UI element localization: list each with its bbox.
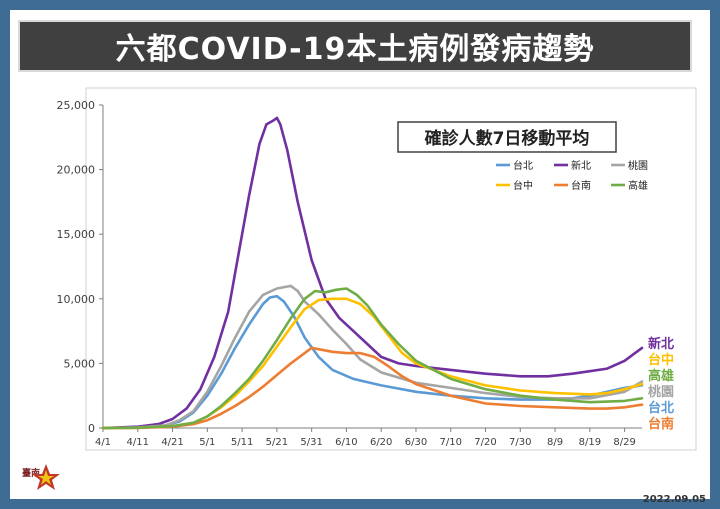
x-tick-label: 5/11 [231,437,253,448]
slide-card [10,10,710,499]
x-tick-label: 5/21 [266,437,288,448]
y-tick-label: 5,000 [64,357,96,370]
legend-label: 台南 [571,179,591,192]
series-line-桃園 [101,284,644,430]
y-tick-label: 15,000 [57,228,96,241]
tainan-logo: 臺南 [22,464,60,490]
end-label: 台北 [648,400,674,416]
x-tick-label: 7/20 [474,437,496,448]
chart-title: 確診人數7日移動平均 [425,128,590,149]
x-tick-label: 7/30 [509,437,531,448]
axes-group: 0 5,000 10,000 15,000 20,000 25,000 4/1 4/11 4/2… [57,99,642,448]
x-tick-label: 5/31 [300,437,322,448]
legend-label: 新北 [571,159,591,172]
x-tick-label: 4/1 [95,437,111,448]
x-tick-label: 6/10 [335,437,357,448]
date-stamp: 2022.09.05 [642,494,706,505]
x-tick-label: 6/20 [370,437,392,448]
legend-label: 桃園 [628,159,648,172]
series-line-新北 [101,116,644,430]
x-tick-label: 8/29 [613,437,635,448]
chart-title-frame [397,121,617,153]
y-tick-label: 0 [88,422,95,435]
x-tick-label: 4/21 [161,437,183,448]
x-tick-label: 6/30 [405,437,427,448]
x-tick-label: 7/10 [440,437,462,448]
y-tick-label: 25,000 [57,99,96,112]
y-tick-label: 20,000 [57,164,96,177]
chart-title-box: 確診人數7日移動平均 [397,121,617,153]
legend-label: 台北 [513,159,533,172]
x-tick-label: 8/9 [547,437,563,448]
series-line-高雄 [101,287,644,430]
end-label: 桃園 [648,384,674,400]
legend-label: 高雄 [628,179,648,192]
plot-frame [85,87,697,451]
legend-label: 台中 [513,179,533,192]
series-lines [101,116,644,430]
end-label: 台中 [648,352,674,368]
end-label: 高雄 [648,368,674,384]
page-title: 六都COVID-19本土病例發病趨勢 [18,20,692,72]
x-tick-label: 5/1 [199,437,215,448]
end-label: 台南 [648,416,674,432]
series-line-台南 [101,346,644,430]
x-tick-label: 8/19 [579,437,601,448]
end-label: 新北 [648,336,674,352]
x-tick-label: 4/11 [127,437,149,448]
y-tick-label: 10,000 [57,293,96,306]
